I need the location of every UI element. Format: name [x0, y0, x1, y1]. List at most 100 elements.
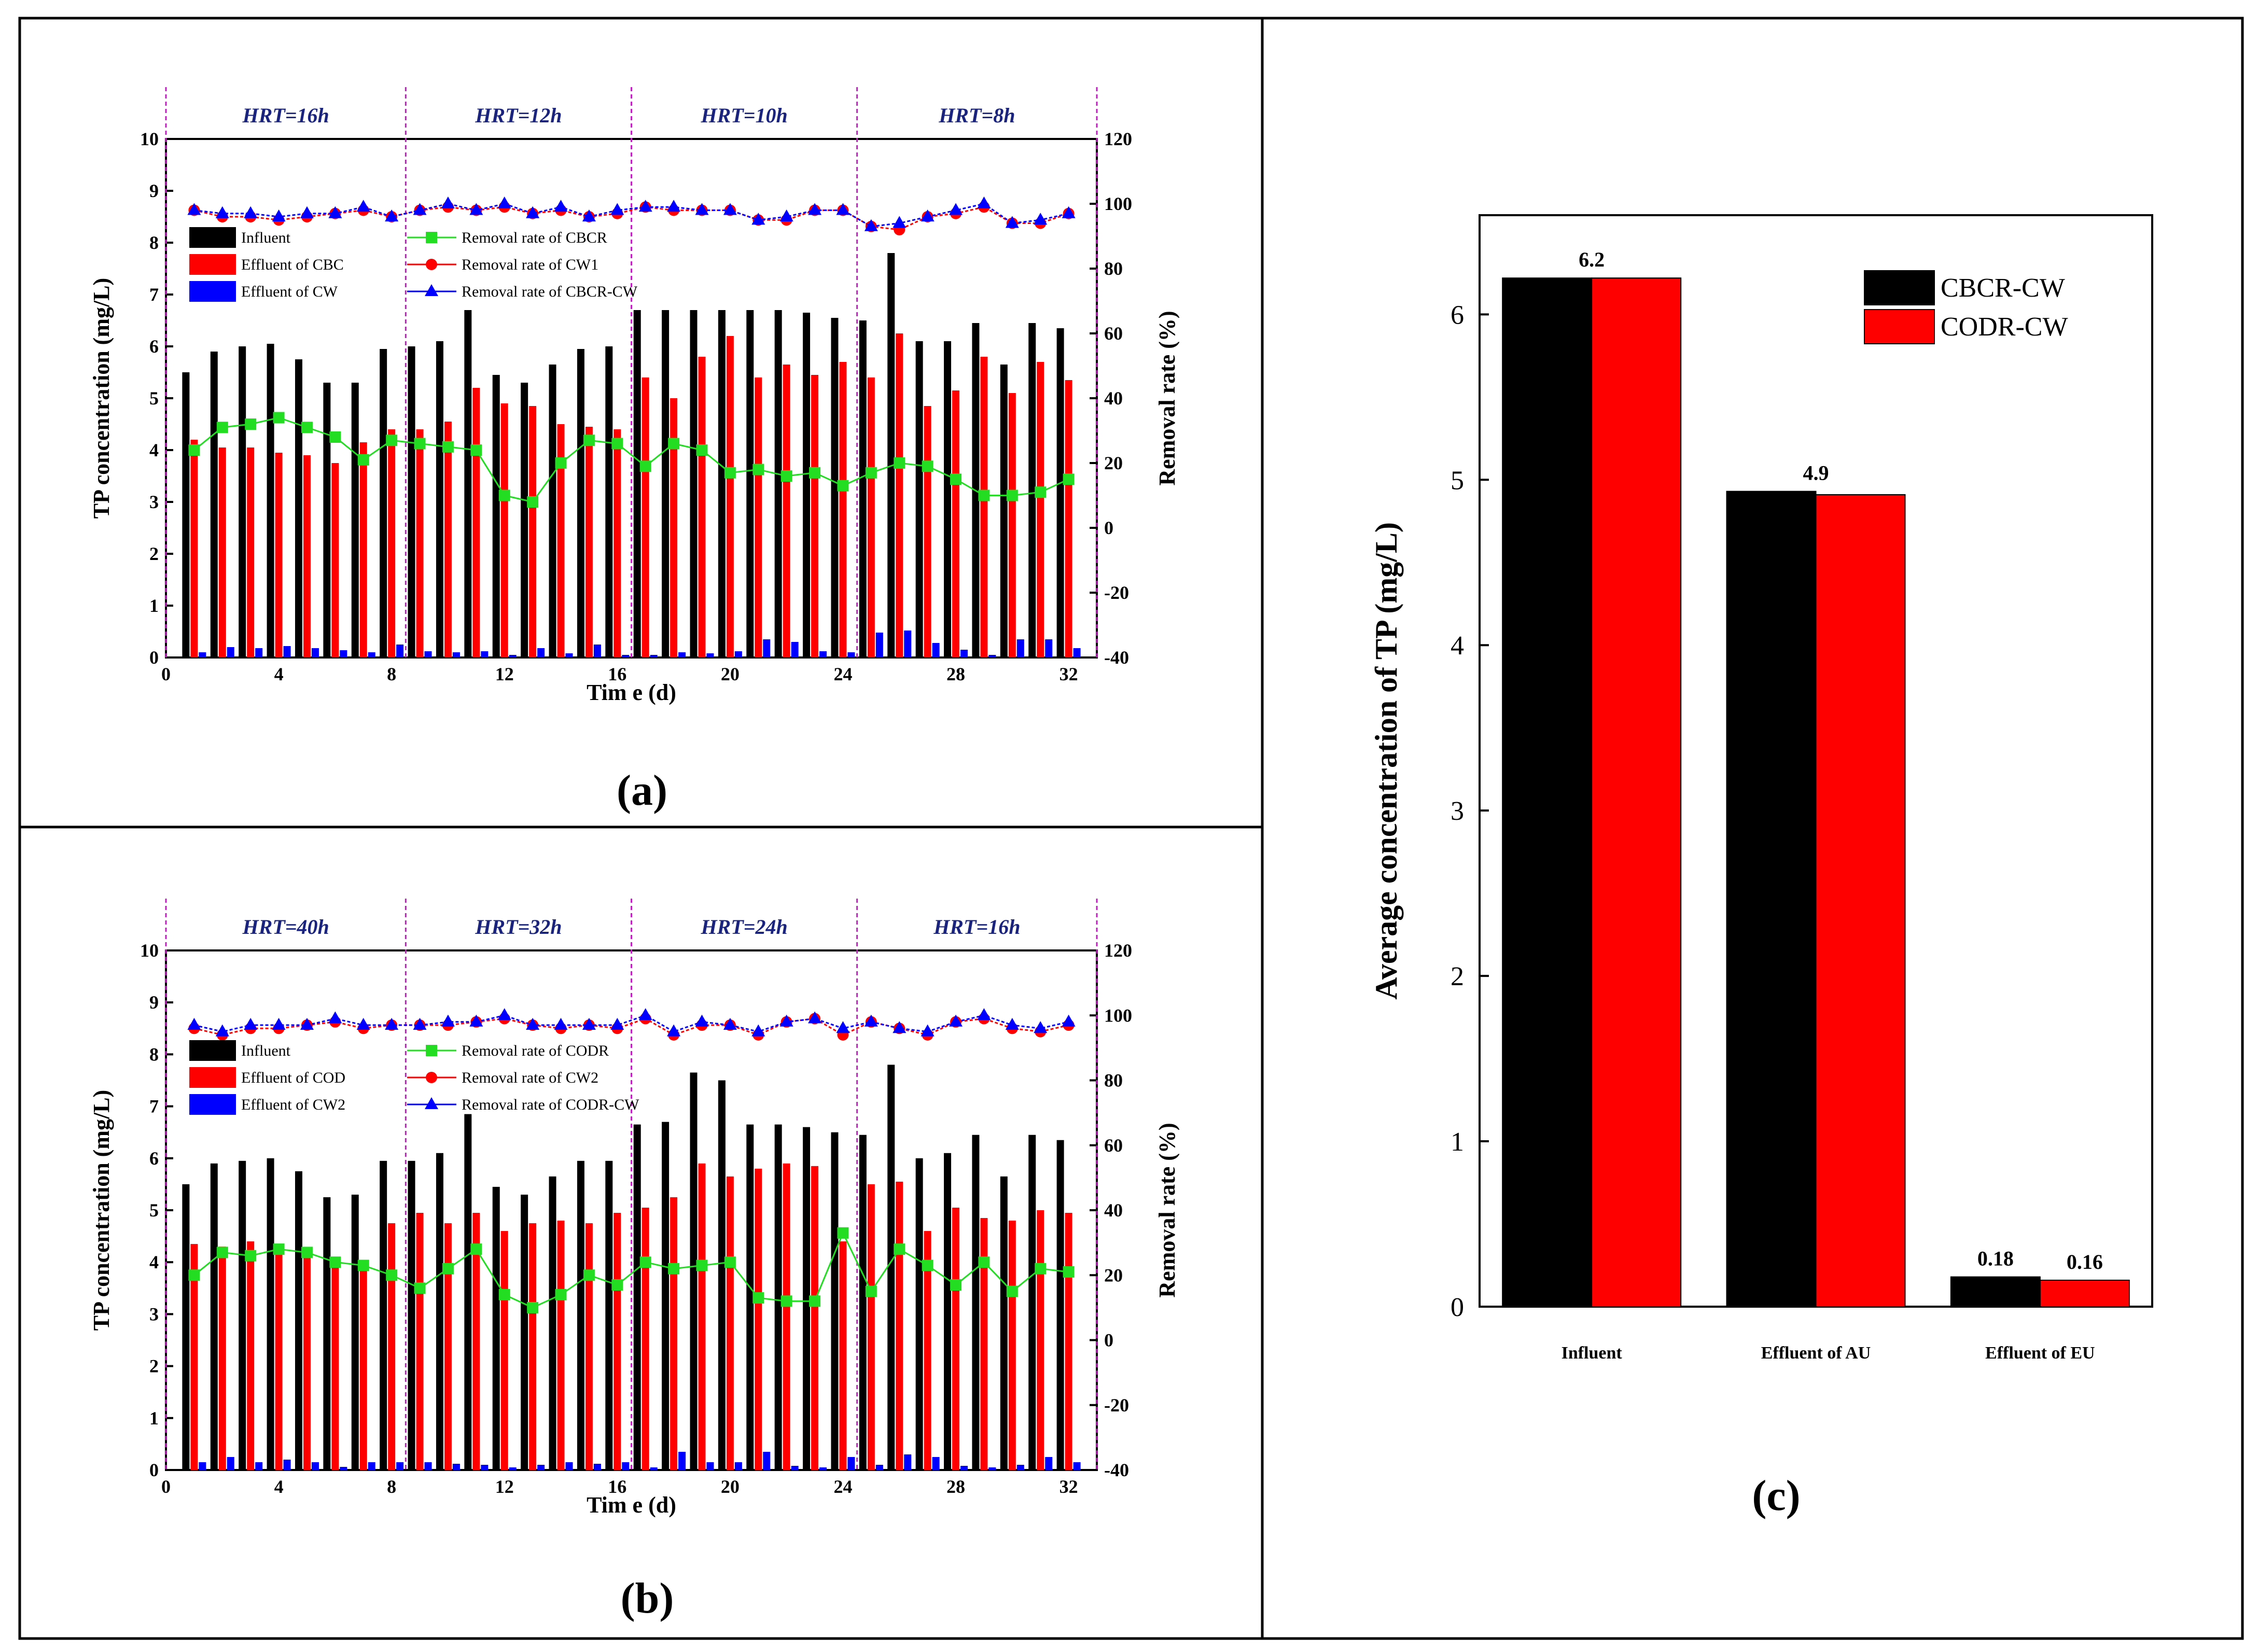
point-removal-rate-of-cbcr-cw — [610, 203, 624, 215]
bar-effluent-of-cbc — [896, 333, 903, 657]
bar-effluent-of-cbc — [1065, 380, 1072, 657]
bar-influent — [492, 1186, 500, 1470]
bar-effluent-of-cod — [614, 1213, 621, 1470]
bar-influent — [859, 320, 867, 657]
bar-effluent-of-cbc — [444, 422, 452, 657]
point-removal-rate-of-cbcr — [837, 480, 849, 492]
x-tick-label: 8 — [387, 664, 396, 684]
bar-effluent-of-cod — [500, 1231, 508, 1470]
bar-influent — [859, 1135, 867, 1470]
bar-influent — [972, 1135, 980, 1470]
legend-swatch — [189, 254, 236, 275]
bar-effluent-of-cod — [783, 1163, 790, 1470]
point-removal-rate-of-codr — [724, 1256, 736, 1268]
bar-effluent-of-cod — [247, 1241, 255, 1470]
point-removal-rate-of-codr — [809, 1295, 821, 1307]
point-removal-rate-of-cbcr — [780, 470, 792, 482]
point-removal-rate-of-cbcr-cw — [779, 209, 793, 221]
category-label: Influent — [1562, 1343, 1623, 1363]
point-removal-rate-of-cbcr-cw — [667, 200, 681, 212]
bar-effluent-of-cw — [396, 645, 404, 657]
y2-tick-label: 100 — [1104, 193, 1132, 214]
point-removal-rate-of-cbcr — [442, 441, 454, 453]
y-tick-label: 2 — [149, 1356, 159, 1377]
bar-effluent-of-cw2 — [678, 1451, 686, 1470]
category-label: Effluent of EU — [1985, 1343, 2095, 1363]
legend-label: Influent — [241, 1042, 291, 1059]
bar-effluent-of-cbc — [416, 429, 424, 657]
bar-influent — [887, 253, 895, 657]
x-axis-title: Tim e (d) — [587, 1492, 676, 1518]
point-removal-rate-of-codr — [1063, 1266, 1075, 1278]
bar-effluent-of-cbc — [557, 424, 565, 657]
bar-codr-cw — [1815, 494, 1906, 1307]
legend-swatch — [1864, 309, 1935, 344]
bar-effluent-of-cbc — [585, 427, 593, 657]
chart-c: 0 1 2 3 4 5 6 Average concentration of TP (mg/L… — [1369, 214, 2153, 1363]
bar-effluent-of-cw2 — [819, 1467, 827, 1470]
point-removal-rate-of-cbcr-cw — [638, 200, 652, 212]
x-tick-label: 4 — [274, 664, 284, 684]
bar-effluent-of-cw2 — [847, 1457, 855, 1470]
y2-tick-label: 20 — [1104, 453, 1123, 473]
bar-effluent-of-cw — [199, 652, 206, 657]
point-removal-rate-of-codr-cw — [1062, 1014, 1076, 1027]
legend-swatch — [189, 227, 236, 248]
x-tick-label: 20 — [721, 1476, 740, 1497]
point-removal-rate-of-cbcr — [1035, 486, 1047, 498]
data-label: 0.18 — [1977, 1247, 2014, 1270]
point-removal-rate-of-codr — [978, 1256, 990, 1268]
point-removal-rate-of-codr-cw — [244, 1018, 258, 1030]
y2-tick-label: 100 — [1104, 1005, 1132, 1026]
y-axis-title-c: Average concentration of TP (mg/L) — [1369, 522, 1403, 1000]
point-removal-rate-of-codr — [245, 1250, 257, 1262]
bar-influent — [605, 346, 613, 657]
bar-effluent-of-cw — [734, 651, 742, 657]
point-removal-rate-of-codr-cw — [864, 1014, 878, 1027]
point-removal-rate-of-cbcr — [611, 438, 623, 450]
bar-effluent-of-cw2 — [706, 1462, 714, 1470]
point-removal-rate-of-cbcr — [1063, 473, 1075, 485]
y-axis-title: TP concentration (mg/L) — [89, 1090, 114, 1331]
point-removal-rate-of-codr — [922, 1259, 933, 1271]
y-tick-label: 9 — [149, 992, 159, 1013]
x-tick-label: 4 — [274, 1476, 284, 1497]
bar-influent — [690, 1072, 698, 1470]
category-label: Effluent of AU — [1761, 1343, 1871, 1363]
legend-marker — [426, 1072, 437, 1083]
x-tick-label: 0 — [161, 1476, 171, 1497]
point-removal-rate-of-cbcr — [386, 435, 398, 446]
y-tick-label: 6 — [149, 1148, 159, 1169]
legend-swatch — [189, 1094, 236, 1115]
bar-influent — [380, 349, 387, 657]
bar-effluent-of-cw — [622, 655, 630, 657]
bar-effluent-of-cod — [726, 1176, 734, 1470]
bar-effluent-of-cbc — [698, 357, 706, 657]
bar-effluent-of-cbc — [642, 377, 649, 657]
bar-effluent-of-cod — [388, 1223, 396, 1470]
bar-effluent-of-cw2 — [960, 1465, 968, 1470]
x-tick-label: 20 — [721, 664, 740, 684]
bar-influent — [408, 1160, 415, 1470]
point-removal-rate-of-codr-cw — [469, 1014, 483, 1027]
y-tick-label: 7 — [149, 284, 159, 305]
bar-effluent-of-cw2 — [622, 1462, 630, 1470]
bar-effluent-of-cw2 — [311, 1462, 319, 1470]
bar-effluent-of-cbc — [500, 403, 508, 657]
bar-influent — [1028, 1135, 1036, 1470]
y-tick-label: 0 — [149, 647, 159, 668]
bar-effluent-of-cod — [218, 1247, 226, 1470]
bar-effluent-of-cw — [932, 643, 940, 657]
point-removal-rate-of-codr — [470, 1243, 482, 1255]
y2-tick-label: -40 — [1104, 1460, 1129, 1480]
panel-b-label: (b) — [621, 1574, 674, 1622]
bar-influent — [351, 383, 359, 657]
bar-effluent-of-cod — [698, 1163, 706, 1470]
point-removal-rate-of-cbcr-cw — [554, 200, 568, 212]
bar-effluent-of-cw — [1073, 648, 1081, 657]
bar-effluent-of-cw — [875, 633, 883, 657]
panel-a-label: (a) — [617, 766, 667, 815]
point-removal-rate-of-codr — [894, 1243, 905, 1255]
